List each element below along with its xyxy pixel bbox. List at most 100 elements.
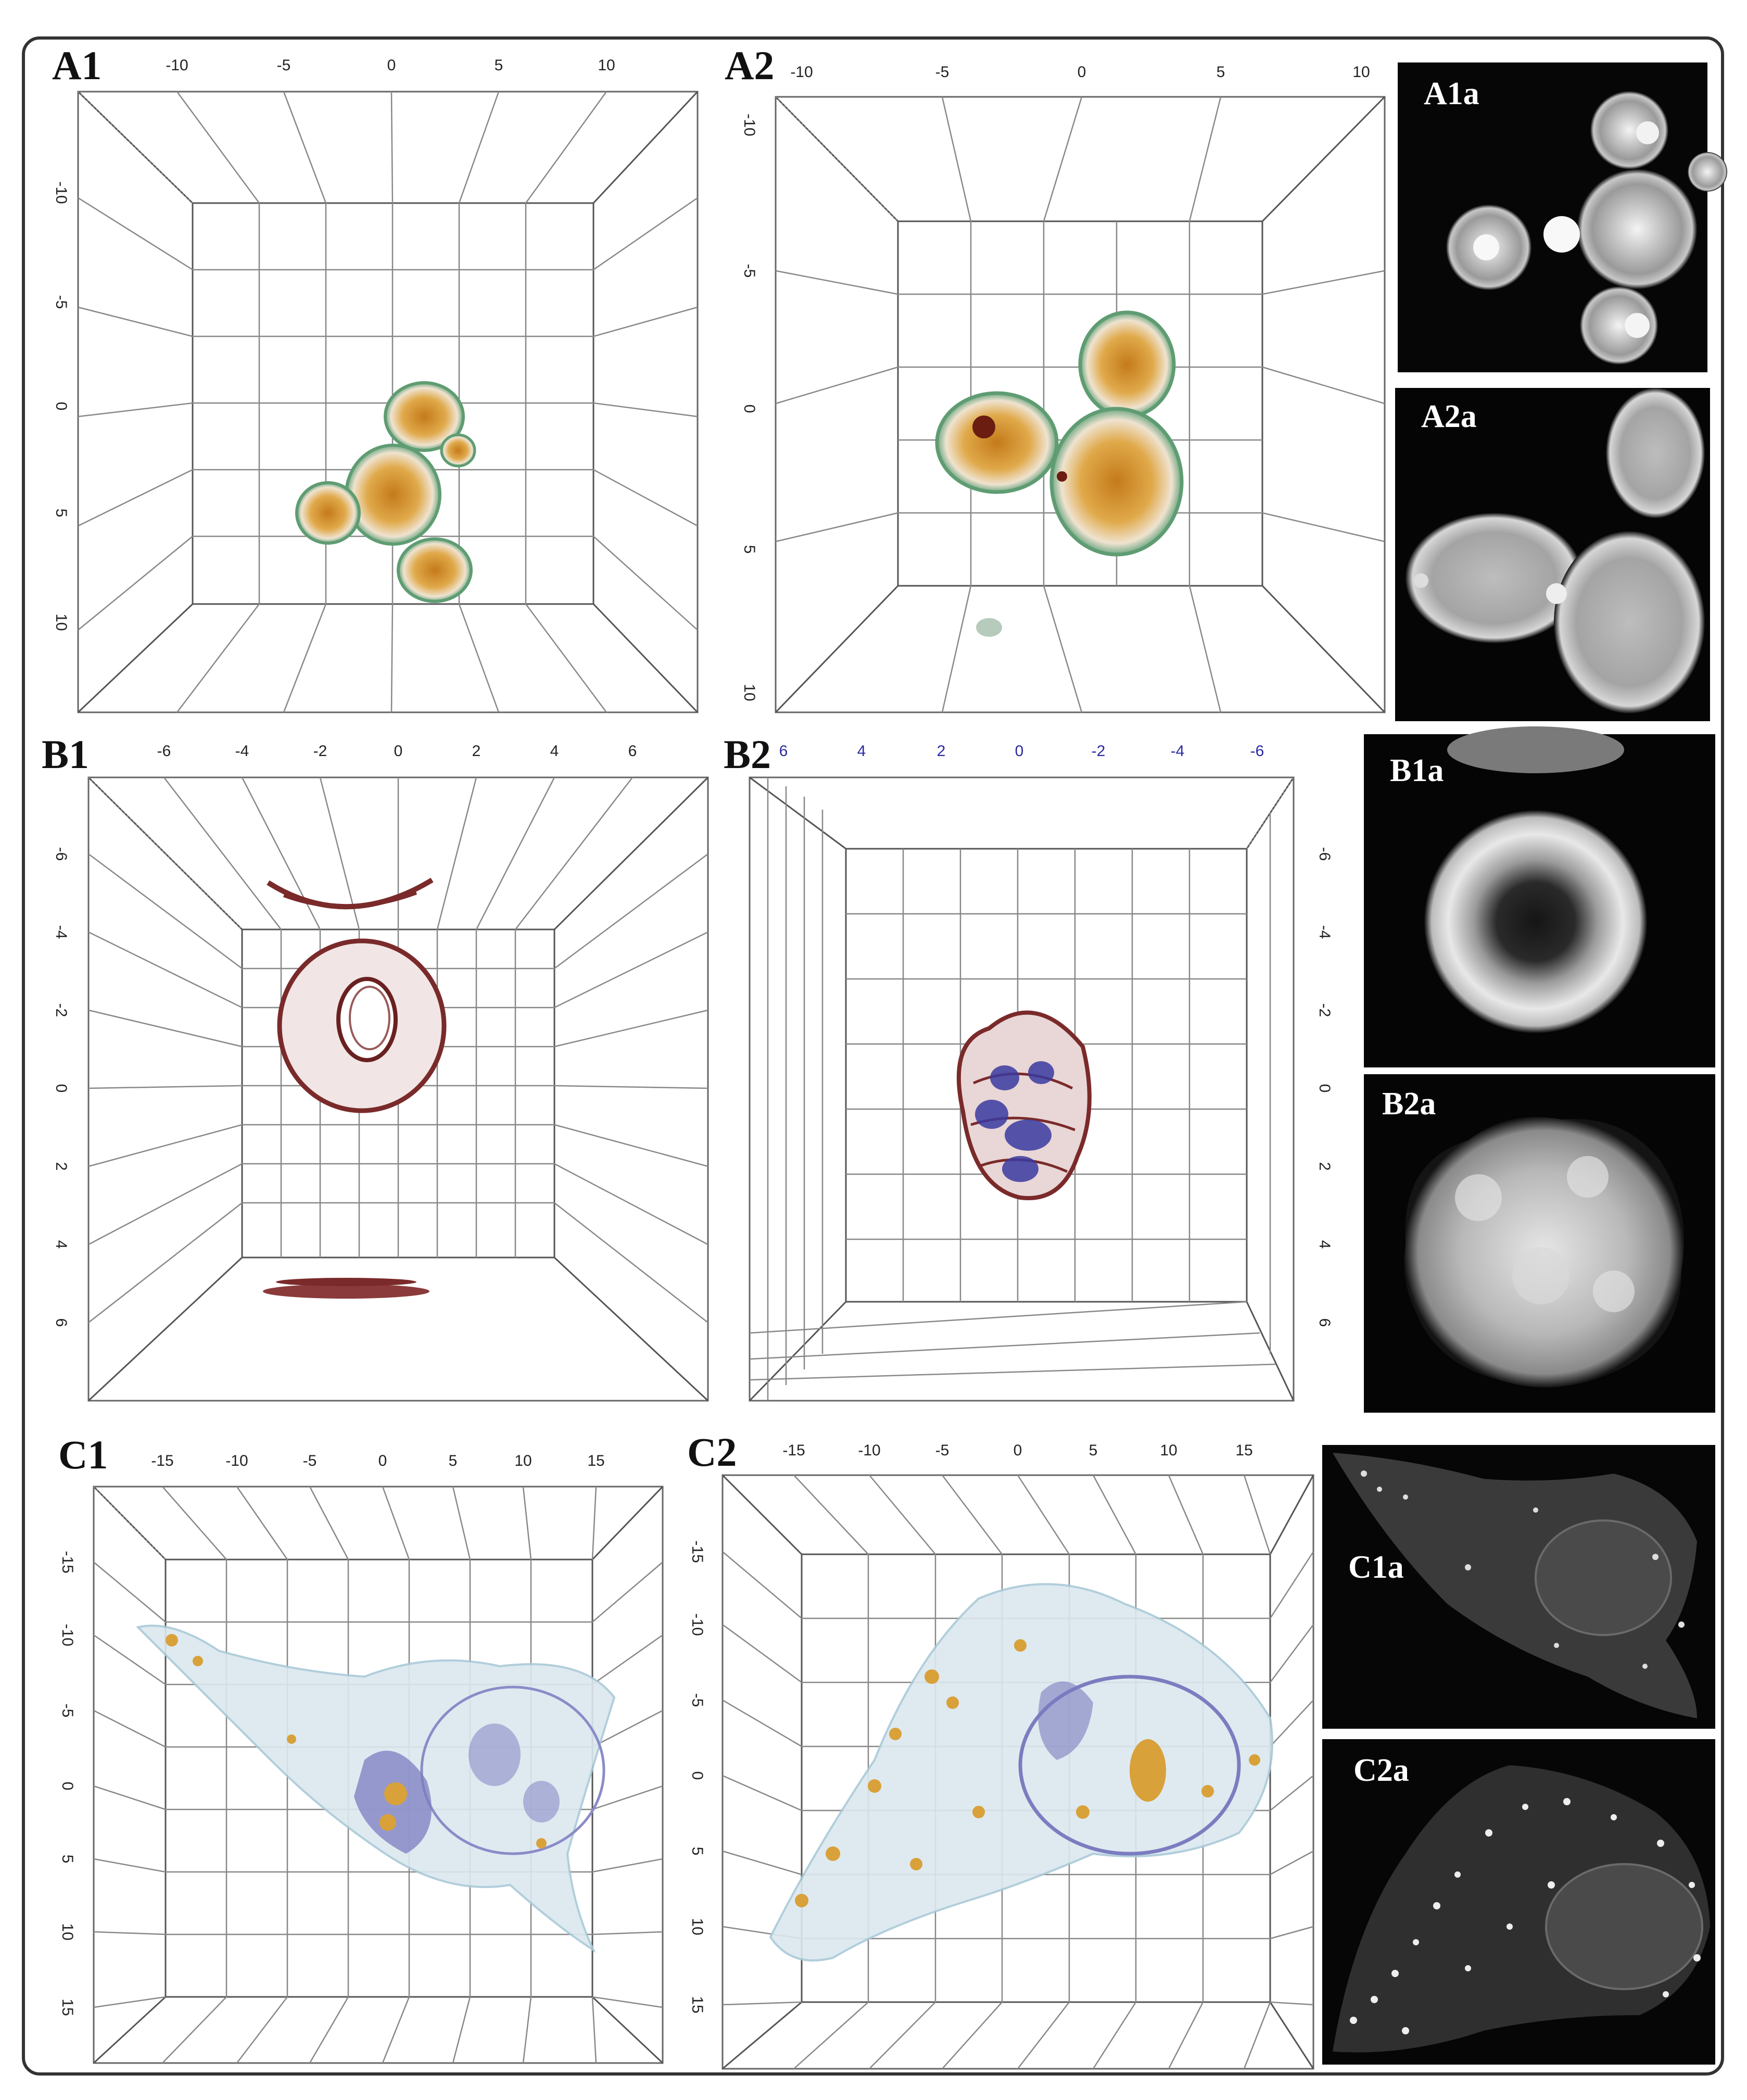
tick-label: 0 bbox=[689, 1771, 706, 1780]
tick-labels-C1-side: -15 -10 -5 0 5 10 15 bbox=[59, 1551, 76, 2016]
red-blood-cell-3d-B1 bbox=[263, 877, 447, 1299]
tick-label: 5 bbox=[741, 545, 758, 554]
tick-label: 10 bbox=[598, 57, 615, 74]
tick-label: -5 bbox=[303, 1452, 317, 1469]
tick-label: 0 bbox=[1015, 743, 1024, 760]
tick-label: -15 bbox=[151, 1452, 173, 1469]
panel-C1: C1 -15 -10 -5 0 5 10 15 -15 -10 bbox=[58, 1432, 664, 2064]
tick-label: -10 bbox=[225, 1452, 248, 1469]
tick-labels-B2-top: 6 4 2 0 -2 -4 -6 bbox=[779, 743, 1264, 760]
tick-label: -10 bbox=[59, 1624, 76, 1646]
panel-B1: B1 -6 -4 -2 0 2 4 6 -6 -4 -2 bbox=[42, 732, 709, 1402]
inset-C1a: C1a bbox=[1322, 1445, 1715, 1729]
tick-label: 10 bbox=[59, 1923, 76, 1940]
inset-label-C1a: C1a bbox=[1348, 1550, 1404, 1585]
inset-label-B1a: B1a bbox=[1390, 753, 1444, 788]
tick-label: -2 bbox=[1316, 1003, 1333, 1017]
tick-label: -10 bbox=[689, 1613, 706, 1636]
tick-label: 4 bbox=[550, 743, 559, 760]
tick-label: -10 bbox=[53, 181, 70, 204]
tick-label: 5 bbox=[495, 57, 503, 74]
yeast-cell bbox=[397, 537, 473, 603]
tick-label: -4 bbox=[1316, 925, 1333, 939]
tick-label: 4 bbox=[857, 743, 866, 760]
tick-label: -6 bbox=[1250, 743, 1264, 760]
tick-label: -4 bbox=[1171, 743, 1185, 760]
tick-label: 15 bbox=[1235, 1442, 1252, 1459]
inset-label-A1a: A1a bbox=[1424, 76, 1479, 111]
tick-label: -10 bbox=[741, 114, 758, 136]
tick-label: -5 bbox=[277, 57, 291, 74]
hela-cell-3d-C1 bbox=[136, 1625, 616, 1953]
tick-labels-B1-side: -6 -4 -2 0 2 4 6 bbox=[53, 847, 70, 1327]
tick-labels-A1-side: -10 -5 0 5 10 bbox=[53, 181, 70, 631]
figure-frame bbox=[22, 36, 1724, 2076]
tick-label: -2 bbox=[53, 1003, 70, 1017]
dark-vacuole bbox=[1057, 471, 1067, 482]
tick-label: -5 bbox=[741, 264, 758, 278]
tick-labels-C2-top: -15 -10 -5 0 5 10 15 bbox=[782, 1442, 1252, 1459]
inset-A2a: A2a bbox=[1395, 388, 1710, 721]
cell-3d-B2 bbox=[956, 1010, 1092, 1200]
tick-label: 15 bbox=[587, 1452, 604, 1469]
tick-label: 5 bbox=[59, 1855, 76, 1864]
inset-label-B2a: B2a bbox=[1382, 1086, 1436, 1122]
yeast-cell bbox=[345, 444, 441, 546]
tick-label: -4 bbox=[53, 925, 70, 939]
tick-label: -5 bbox=[53, 295, 70, 309]
tick-label: 0 bbox=[378, 1452, 387, 1469]
tick-label: 0 bbox=[387, 57, 396, 74]
tick-label: 0 bbox=[53, 402, 70, 411]
panel-label-A1: A1 bbox=[52, 43, 102, 88]
panel-A2: A2 -10 -5 0 5 10 -10 -5 0 5 bbox=[725, 43, 1386, 713]
dark-vacuole bbox=[972, 416, 995, 438]
tick-label: 6 bbox=[53, 1318, 70, 1327]
tick-label: -4 bbox=[235, 743, 249, 760]
panel-label-C1: C1 bbox=[58, 1432, 108, 1477]
tick-label: 5 bbox=[1217, 64, 1225, 81]
tick-label: 0 bbox=[53, 1084, 70, 1093]
inset-A1a: A1a bbox=[1398, 62, 1727, 372]
tick-label: 10 bbox=[741, 684, 758, 701]
tick-label: 0 bbox=[1014, 1442, 1022, 1459]
tick-label: 15 bbox=[59, 1998, 76, 2016]
tick-label: 6 bbox=[1316, 1318, 1333, 1327]
tick-label: 5 bbox=[53, 509, 70, 518]
tick-label: -5 bbox=[935, 1442, 950, 1459]
tick-label: 5 bbox=[1089, 1442, 1098, 1459]
inset-B1a: B1a bbox=[1364, 726, 1715, 1067]
tick-label: -15 bbox=[782, 1442, 805, 1459]
panel-label-B1: B1 bbox=[42, 732, 89, 777]
tick-labels-A2-side: -10 -5 0 5 10 bbox=[741, 114, 758, 701]
inset-C2a: C2a bbox=[1322, 1739, 1715, 2065]
tick-label: -10 bbox=[166, 57, 188, 74]
tick-labels-C2-side: -15 -10 -5 0 5 10 15 bbox=[689, 1540, 706, 2013]
tick-label: 15 bbox=[689, 1996, 706, 2013]
tick-label: 0 bbox=[394, 743, 403, 760]
tick-label: 0 bbox=[1078, 64, 1086, 81]
tick-label: 2 bbox=[53, 1162, 70, 1171]
tick-labels-B1-top: -6 -4 -2 0 2 4 6 bbox=[157, 743, 637, 760]
yeast-cluster-3d-A1 bbox=[295, 381, 476, 603]
yeast-cell bbox=[384, 381, 465, 452]
yeast-bud bbox=[440, 433, 476, 468]
panel-A1: A1 -10 -5 0 5 10 -10 -5 0 5 bbox=[52, 43, 699, 713]
tick-label: 10 bbox=[53, 613, 70, 631]
tick-label: -10 bbox=[858, 1442, 880, 1459]
tick-label: -5 bbox=[59, 1704, 76, 1718]
tick-label: -6 bbox=[53, 847, 70, 861]
tick-label: 6 bbox=[628, 743, 637, 760]
tick-label: -15 bbox=[59, 1551, 76, 1573]
tick-label: 4 bbox=[53, 1240, 70, 1249]
tick-label: 4 bbox=[1316, 1240, 1333, 1249]
tick-label: 10 bbox=[1352, 64, 1370, 81]
tick-label: -2 bbox=[1092, 743, 1106, 760]
tick-label: 2 bbox=[1316, 1162, 1333, 1171]
yeast-cell bbox=[935, 391, 1059, 494]
tick-labels-C1-top: -15 -10 -5 0 5 10 15 bbox=[151, 1452, 604, 1469]
tick-label: -2 bbox=[313, 743, 327, 760]
tick-label: 5 bbox=[689, 1847, 706, 1856]
inset-B2a: B2a bbox=[1364, 1074, 1715, 1413]
yeast-cell bbox=[1078, 310, 1176, 419]
